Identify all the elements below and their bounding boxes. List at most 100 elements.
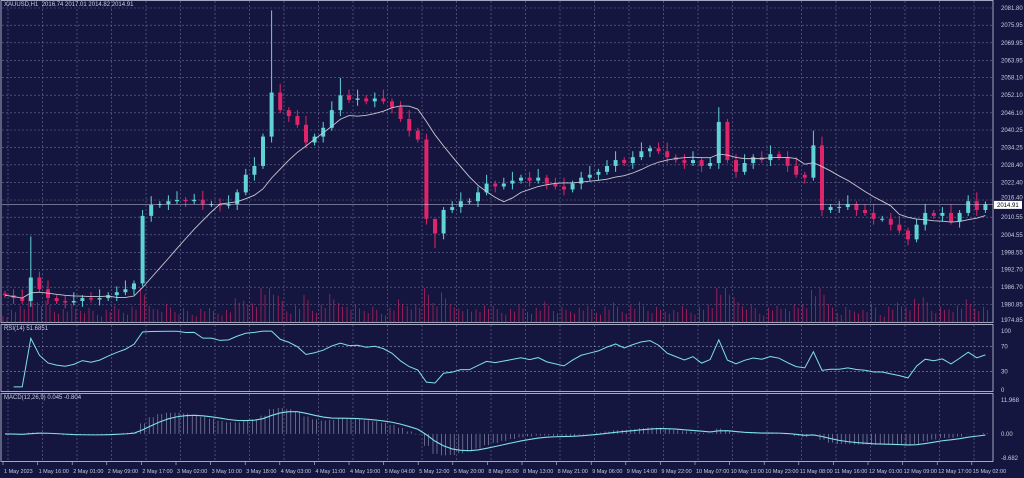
x-tick-label: 1 May 16:00 [39,469,69,475]
candle [897,215,902,234]
x-tick-label: 2 May 01:00 [73,469,103,475]
candle-body [381,98,386,102]
candle-body [261,136,265,166]
candle-body [3,293,7,296]
macd-tick-label: -8.682 [1001,456,1019,462]
candle [226,195,231,209]
y-tick-label: 2046.10 [1001,111,1023,117]
y-tick-label: 2016.40 [1001,195,1023,201]
candle [622,157,627,166]
rsi-tick-label: 0 [1001,388,1005,394]
candle-body [441,209,446,234]
y-tick-label: 2004.55 [1001,233,1023,239]
candle [613,151,618,172]
candle [811,130,816,181]
candle-body [974,201,979,210]
x-tick-label: 2 May 17:00 [142,469,172,475]
candle-body [742,163,747,172]
candle-body [321,127,326,137]
candle-body [269,92,274,137]
candle-body [97,298,102,300]
candle [639,142,644,161]
candle [218,198,222,212]
candle-body [278,92,283,111]
candle [3,290,7,299]
candle-body [897,224,902,231]
candle [957,209,962,228]
candle [519,174,523,184]
candle-body [252,165,257,175]
candle-body [424,139,429,219]
candle [759,151,764,164]
candle [940,207,945,222]
candle-body [372,98,377,102]
candle-body [940,212,945,216]
candle-body [20,298,25,302]
candle-body [587,174,592,178]
candle-body [28,277,33,302]
rsi-tick-label: 70 [1001,345,1008,351]
x-tick-label: 3 May 18:00 [246,469,276,475]
candle-body [596,171,601,175]
candle-body [716,121,721,164]
macd-label: MACD(12,26,9) 0.045 -0.804 [4,395,82,401]
candle [278,83,283,114]
y-tick-label: 2034.25 [1001,146,1023,152]
candle-body [914,224,919,240]
y-tick-label: 2040.25 [1001,128,1023,134]
candle [20,289,25,304]
candle-body [562,186,566,190]
candle [587,165,592,181]
candle-body [906,230,910,240]
candle [845,195,850,210]
candle [71,292,76,306]
candle [510,171,515,190]
candle-body [364,98,369,102]
candle-body [355,98,360,100]
candle-body [785,157,790,166]
x-tick-label: 12 May 01:00 [869,469,902,475]
candle [596,168,601,181]
candle [725,118,730,164]
current-price-label: 2014.91 [997,203,1019,209]
candle [734,154,738,178]
y-tick-label: 1986.70 [1001,285,1023,291]
candle [931,209,936,219]
candle-body [579,177,584,184]
candle-body [329,110,334,128]
candle-body [768,154,773,161]
candle [544,174,549,190]
candle-body [390,101,394,108]
candle-body [46,289,50,299]
candle-body [80,298,85,302]
y-tick-label: 1992.70 [1001,268,1023,274]
candle [785,151,790,172]
candle [304,116,308,149]
x-tick-label: 9 May 06:00 [592,469,622,475]
candle [149,196,154,222]
candle-body [553,183,558,187]
candle [501,177,506,190]
x-tick-label: 10 May 15:00 [731,469,764,475]
candle-body [682,160,687,164]
x-tick-label: 5 May 04:00 [385,469,415,475]
candle [235,189,240,210]
candle-body [570,183,575,190]
rsi-tick-label: 100 [1001,329,1012,335]
candle [355,89,360,106]
candle-body [888,218,893,225]
candle-body [656,148,661,152]
candle-body [338,95,343,111]
candle-body [811,145,816,178]
candle-body [226,204,231,206]
candle-body [132,283,136,290]
candle-body [114,292,119,296]
y-tick-label: 2058.10 [1001,76,1023,82]
candle [269,10,274,143]
candle [777,151,781,161]
candle [132,280,136,296]
moving-average-line [4,105,986,299]
candle [458,192,463,213]
candle [949,204,953,225]
